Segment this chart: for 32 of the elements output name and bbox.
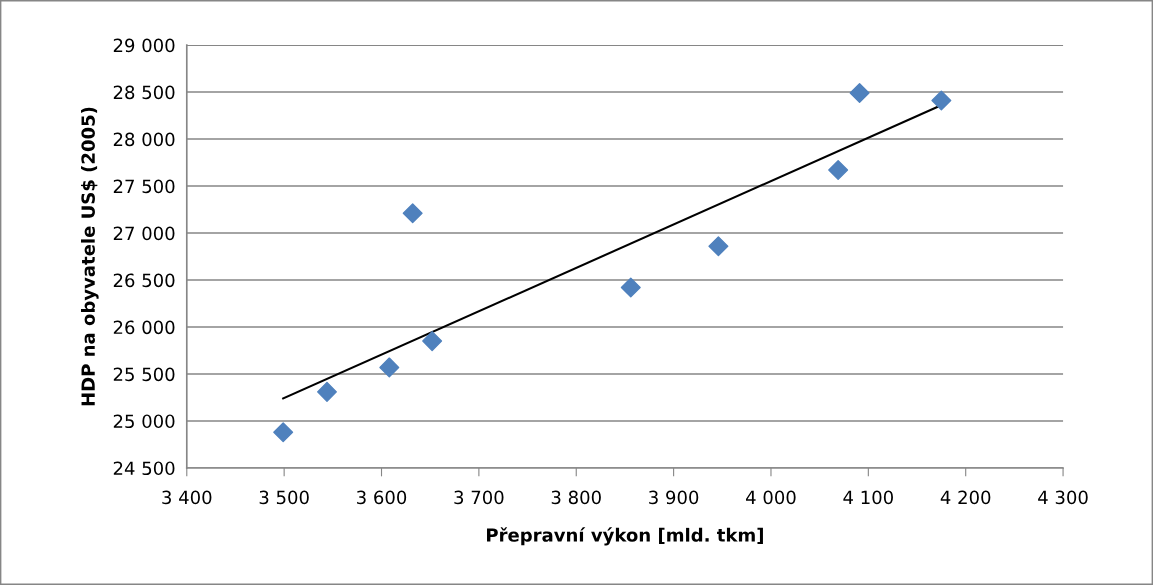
point xyxy=(402,203,423,224)
x-tick-label: 3 500 xyxy=(259,490,309,505)
x-tick-label: 3 600 xyxy=(357,490,407,505)
point xyxy=(931,90,952,111)
x-tick-label: 3 900 xyxy=(649,490,699,505)
x-tick-label: 3 800 xyxy=(551,490,601,505)
x-axis-title: Přepravní výkon [mld. tkm] xyxy=(487,527,763,546)
x-tick-label: 4 300 xyxy=(1038,490,1088,505)
y-tick-label: 27 500 xyxy=(113,179,175,194)
point xyxy=(828,160,849,181)
y-tick-label: 26 000 xyxy=(113,320,175,335)
y-tick-label: 27 000 xyxy=(113,226,175,241)
y-axis-title: HDP na obyvatele US$ (2005) xyxy=(80,107,99,406)
point xyxy=(273,422,294,443)
x-tick-label: 4 000 xyxy=(746,490,796,505)
point xyxy=(422,331,443,352)
y-tick-label: 28 500 xyxy=(113,85,175,100)
y-tick-label: 25 000 xyxy=(113,414,175,429)
x-tick-label: 4 100 xyxy=(843,490,893,505)
point xyxy=(316,381,338,402)
y-tick-label: 25 500 xyxy=(113,367,175,382)
point xyxy=(620,277,641,298)
y-tick-label: 29 000 xyxy=(113,38,175,53)
point xyxy=(379,357,400,378)
x-tick-label: 3 400 xyxy=(162,490,212,505)
point xyxy=(849,82,870,103)
x-tick-label: 3 700 xyxy=(454,490,504,505)
x-tick-label: 4 200 xyxy=(940,490,991,505)
y-tick-label: 28 000 xyxy=(113,132,175,147)
y-tick-label: 26 500 xyxy=(113,273,175,288)
y-tick-label: 24 500 xyxy=(113,461,175,476)
point xyxy=(708,236,729,257)
